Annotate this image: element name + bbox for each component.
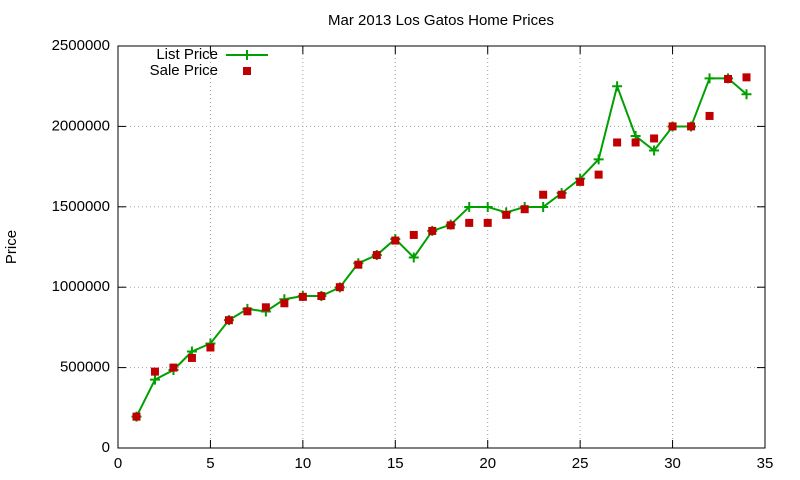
x-tick-label: 10 (295, 455, 312, 472)
data-point (483, 218, 492, 227)
x-tick-label: 5 (206, 455, 214, 472)
data-point (668, 122, 677, 131)
y-tick-label: 0 (102, 439, 110, 456)
data-point (742, 73, 751, 82)
data-point (149, 374, 160, 385)
data-point (520, 205, 529, 214)
x-tick-label: 30 (664, 455, 681, 472)
legend-marker (243, 67, 251, 75)
x-tick-label: 0 (114, 455, 122, 472)
data-point (428, 226, 437, 235)
data-point (465, 218, 474, 227)
legend-label: List Price (156, 46, 218, 63)
data-point (372, 251, 381, 260)
x-tick-label: 25 (572, 455, 589, 472)
chart-title: Mar 2013 Los Gatos Home Prices (328, 12, 554, 29)
data-point (354, 260, 363, 269)
data-point (243, 307, 252, 316)
data-point (298, 292, 307, 301)
data-point (631, 138, 640, 147)
x-tick-label: 15 (387, 455, 404, 472)
data-point (408, 252, 419, 263)
data-point (187, 353, 196, 362)
data-point (724, 74, 733, 83)
legend-marker (242, 50, 252, 60)
data-point (705, 111, 714, 120)
data-point (391, 236, 400, 245)
legend-label: Sale Price (150, 62, 218, 79)
data-point (741, 89, 752, 100)
data-point (280, 299, 289, 308)
data-point (464, 201, 475, 212)
data-point (539, 190, 548, 199)
data-point (502, 210, 511, 219)
y-tick-label: 1000000 (52, 278, 110, 295)
data-point (650, 134, 659, 143)
data-point (335, 283, 344, 292)
data-point (649, 145, 660, 156)
data-point (261, 303, 270, 312)
y-tick-label: 1500000 (52, 198, 110, 215)
data-point (557, 190, 566, 199)
data-point (206, 343, 215, 352)
data-point (594, 170, 603, 179)
y-tick-label: 2000000 (52, 117, 110, 134)
y-tick-label: 2500000 (52, 37, 110, 54)
plot-border (117, 45, 766, 449)
data-point (613, 138, 622, 147)
data-point (317, 292, 326, 301)
data-point (132, 412, 141, 421)
data-point (224, 316, 233, 325)
x-tick-label: 20 (479, 455, 496, 472)
series-line (135, 77, 748, 418)
y-tick-label: 500000 (60, 359, 110, 376)
data-point (576, 177, 585, 186)
data-point (482, 201, 493, 212)
data-point (687, 122, 696, 131)
data-point (169, 363, 178, 372)
data-point (612, 81, 623, 92)
data-point (704, 73, 715, 84)
x-tick-label: 35 (757, 455, 774, 472)
y-axis-label: Price (3, 230, 20, 264)
data-point (150, 367, 159, 376)
data-point (538, 201, 549, 212)
data-point (409, 230, 418, 239)
data-point (593, 154, 604, 165)
data-point (446, 221, 455, 230)
